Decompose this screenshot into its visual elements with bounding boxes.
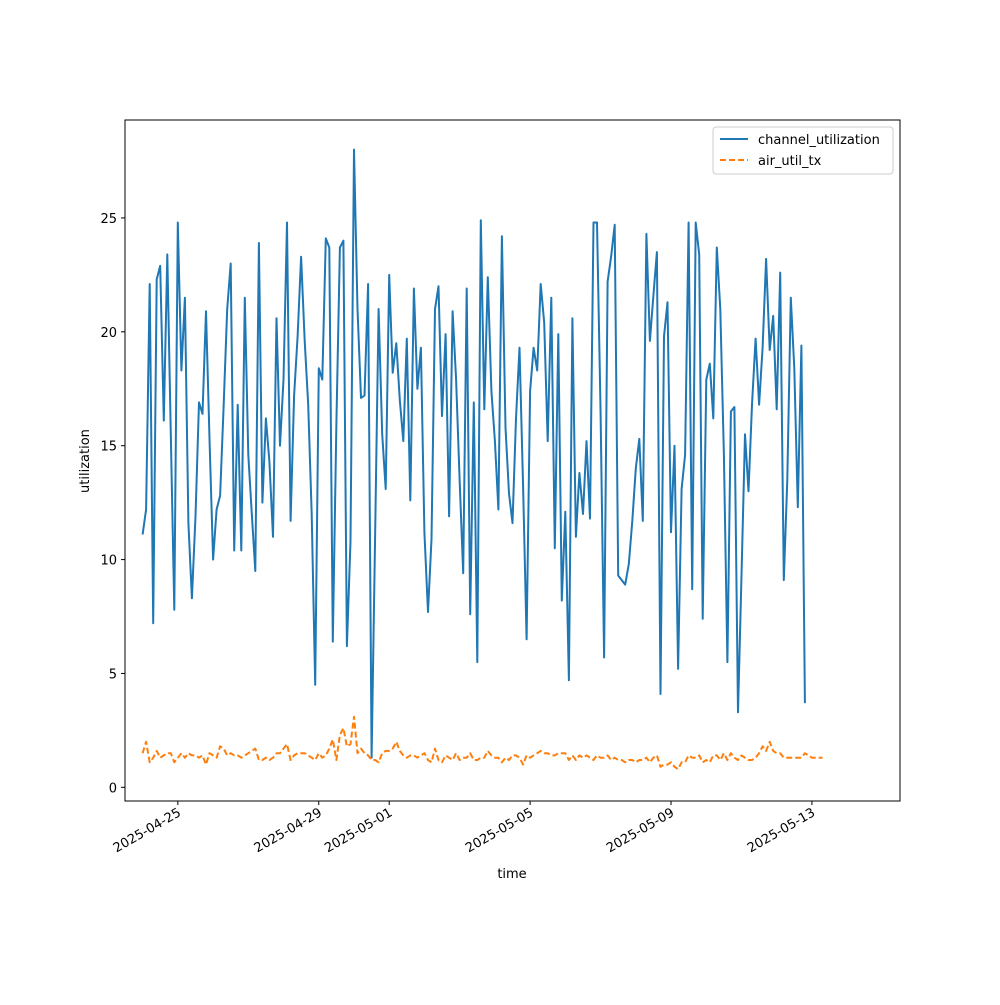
- y-tick-label: 20: [100, 326, 117, 341]
- legend: channel_utilization air_util_tx: [712, 126, 894, 175]
- y-tick-label: 15: [100, 440, 117, 455]
- series-line-air-util-tx: [141, 715, 823, 771]
- series-line-channel-utilization: [141, 148, 806, 759]
- y-tick-label: 25: [100, 212, 117, 227]
- y-tick-label: 10: [100, 554, 117, 569]
- legend-box: [712, 126, 894, 175]
- legend-label-air-util-tx: air_util_tx: [758, 154, 822, 169]
- plot-frame: [124, 119, 901, 802]
- y-axis-label: utilization: [78, 429, 93, 493]
- plot-lines: [141, 148, 823, 771]
- x-axis-label: time: [497, 867, 526, 882]
- y-tick-label: 0: [109, 781, 117, 796]
- legend-label-channel-utilization: channel_utilization: [758, 133, 880, 148]
- y-axis: 0 5 10 15 20 25: [100, 212, 125, 796]
- y-tick-label: 5: [109, 667, 117, 682]
